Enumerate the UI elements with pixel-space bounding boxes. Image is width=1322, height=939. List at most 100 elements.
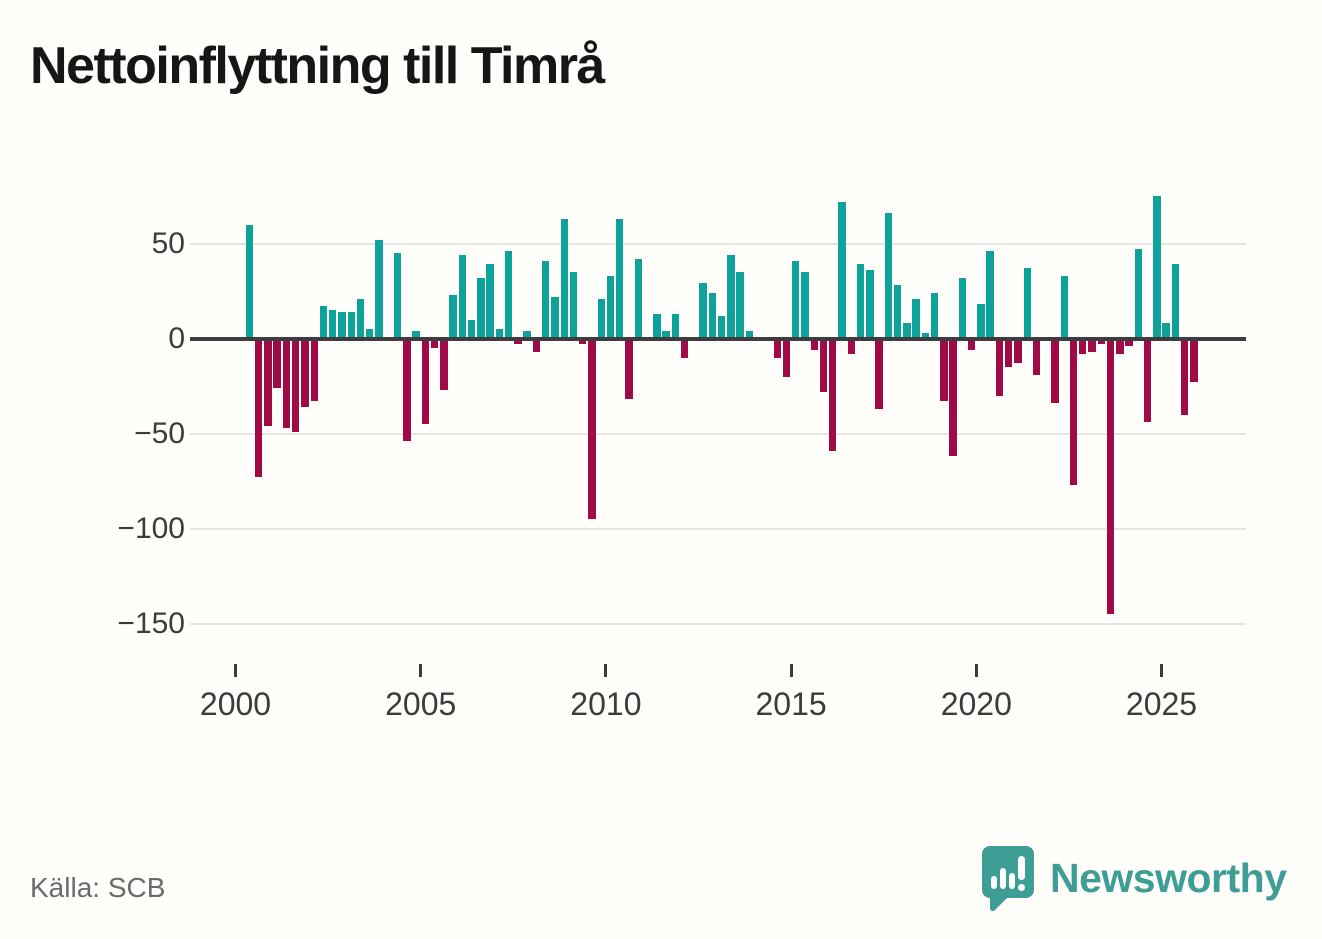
bar-2012-Q3 bbox=[699, 283, 707, 339]
bar-2007-Q3 bbox=[514, 338, 522, 345]
y-axis-tick-label: 0 bbox=[168, 321, 185, 355]
bar-2005-Q1 bbox=[421, 338, 430, 424]
bar-2003-Q2 bbox=[356, 298, 365, 339]
y-axis-tick-label: −50 bbox=[134, 416, 185, 450]
bar-2022-Q1 bbox=[1051, 338, 1059, 404]
bar-chart-plot-area bbox=[190, 130, 1246, 660]
bar-2001-Q4 bbox=[301, 338, 309, 407]
bar-2003-Q3 bbox=[366, 329, 374, 339]
zero-baseline bbox=[190, 336, 1246, 341]
bar-2009-Q1 bbox=[569, 272, 578, 339]
x-axis-tick-label: 2010 bbox=[570, 686, 642, 722]
bar-2014-Q4 bbox=[782, 338, 791, 377]
bar-2018-Q4 bbox=[930, 292, 939, 339]
bar-2015-Q3 bbox=[810, 338, 818, 350]
bar-2013-Q4 bbox=[745, 330, 754, 339]
x-axis-tick bbox=[1160, 664, 1163, 677]
bar-2012-Q4 bbox=[708, 292, 717, 339]
bar-2014-Q3 bbox=[773, 338, 781, 358]
bar-2016-Q2 bbox=[838, 201, 846, 339]
source-note: Källa: SCB bbox=[30, 872, 166, 903]
bar-2005-Q4 bbox=[449, 294, 457, 339]
bar-2001-Q1 bbox=[273, 338, 281, 388]
bar-2010-Q3 bbox=[625, 338, 633, 400]
x-axis-tick-label: 2015 bbox=[755, 686, 827, 722]
bar-2017-Q4 bbox=[893, 285, 902, 339]
bar-2021-Q3 bbox=[1032, 338, 1041, 375]
bar-2001-Q2 bbox=[282, 338, 291, 428]
brand-name: Newsworthy bbox=[1050, 854, 1287, 901]
bar-2018-Q1 bbox=[903, 323, 911, 339]
bar-2019-Q3 bbox=[958, 277, 967, 339]
bar-2020-Q4 bbox=[1005, 338, 1013, 367]
bar-2025-Q4 bbox=[1190, 338, 1198, 383]
bar-2007-Q4 bbox=[523, 330, 531, 339]
x-axis-tick bbox=[234, 664, 237, 677]
x-axis-tick bbox=[974, 664, 978, 677]
bar-2021-Q2 bbox=[1023, 268, 1031, 339]
y-axis-tick-label: −100 bbox=[117, 511, 185, 545]
bar-2003-Q1 bbox=[347, 311, 355, 339]
chart-title: Nettoinflyttning till Timrå bbox=[30, 37, 605, 95]
bar-2006-Q3 bbox=[477, 277, 485, 339]
gridline bbox=[190, 242, 1246, 245]
bar-2020-Q3 bbox=[995, 338, 1004, 396]
bar-2017-Q1 bbox=[866, 270, 874, 339]
bar-2004-Q3 bbox=[403, 338, 411, 442]
gridline bbox=[190, 527, 1246, 530]
gridline bbox=[190, 432, 1246, 435]
bar-2010-Q1 bbox=[606, 275, 615, 339]
bar-2008-Q3 bbox=[551, 296, 559, 339]
bar-2023-Q4 bbox=[1116, 338, 1124, 354]
x-axis-tick-label: 2005 bbox=[385, 686, 457, 722]
bar-2023-Q3 bbox=[1106, 338, 1115, 614]
bar-2004-Q4 bbox=[412, 330, 420, 339]
newsworthy-logo-icon bbox=[982, 846, 1034, 912]
bar-2013-Q1 bbox=[717, 315, 726, 339]
bar-2025-Q1 bbox=[1162, 323, 1170, 339]
bar-2006-Q4 bbox=[486, 264, 494, 339]
bar-2022-Q3 bbox=[1069, 338, 1078, 485]
bar-2005-Q2 bbox=[430, 338, 439, 348]
bar-2018-Q2 bbox=[912, 298, 920, 339]
bar-2000-Q2 bbox=[245, 224, 254, 339]
bar-2016-Q1 bbox=[829, 338, 837, 451]
bar-2015-Q2 bbox=[801, 272, 809, 339]
bar-2015-Q4 bbox=[819, 338, 828, 392]
bar-2023-Q1 bbox=[1088, 338, 1096, 352]
bar-2025-Q3 bbox=[1180, 338, 1189, 415]
bar-2011-Q3 bbox=[662, 330, 670, 339]
bar-2022-Q2 bbox=[1060, 275, 1068, 339]
bar-2017-Q3 bbox=[884, 213, 893, 339]
bar-2008-Q4 bbox=[560, 218, 568, 339]
bar-2017-Q2 bbox=[875, 338, 883, 409]
bar-2010-Q2 bbox=[616, 218, 624, 339]
bar-2008-Q1 bbox=[532, 338, 541, 352]
bar-2008-Q2 bbox=[542, 260, 550, 339]
bar-2019-Q2 bbox=[949, 338, 957, 457]
bar-2025-Q2 bbox=[1171, 264, 1180, 339]
bar-2011-Q2 bbox=[653, 313, 661, 339]
newsworthy-logo: Newsworthy bbox=[980, 843, 1300, 913]
x-axis-tick bbox=[604, 664, 608, 677]
bar-2006-Q1 bbox=[458, 254, 467, 339]
bar-2016-Q4 bbox=[856, 264, 865, 339]
bar-2002-Q3 bbox=[329, 310, 337, 339]
bar-2005-Q3 bbox=[440, 338, 448, 390]
bar-2020-Q2 bbox=[986, 251, 994, 339]
bar-2024-Q1 bbox=[1125, 338, 1133, 347]
bar-2018-Q3 bbox=[921, 332, 930, 339]
bar-2011-Q4 bbox=[671, 313, 680, 339]
bar-2000-Q4 bbox=[264, 338, 272, 426]
bar-2003-Q4 bbox=[375, 239, 383, 339]
bar-2002-Q4 bbox=[338, 311, 346, 339]
bar-2019-Q1 bbox=[940, 338, 948, 402]
bar-2009-Q3 bbox=[588, 338, 596, 519]
bar-2024-Q3 bbox=[1143, 338, 1152, 423]
y-axis-tick-label: −150 bbox=[117, 606, 185, 640]
bar-2024-Q4 bbox=[1153, 196, 1161, 339]
bar-2019-Q4 bbox=[967, 338, 976, 350]
bar-2023-Q2 bbox=[1097, 338, 1105, 345]
bar-2010-Q4 bbox=[634, 258, 642, 339]
